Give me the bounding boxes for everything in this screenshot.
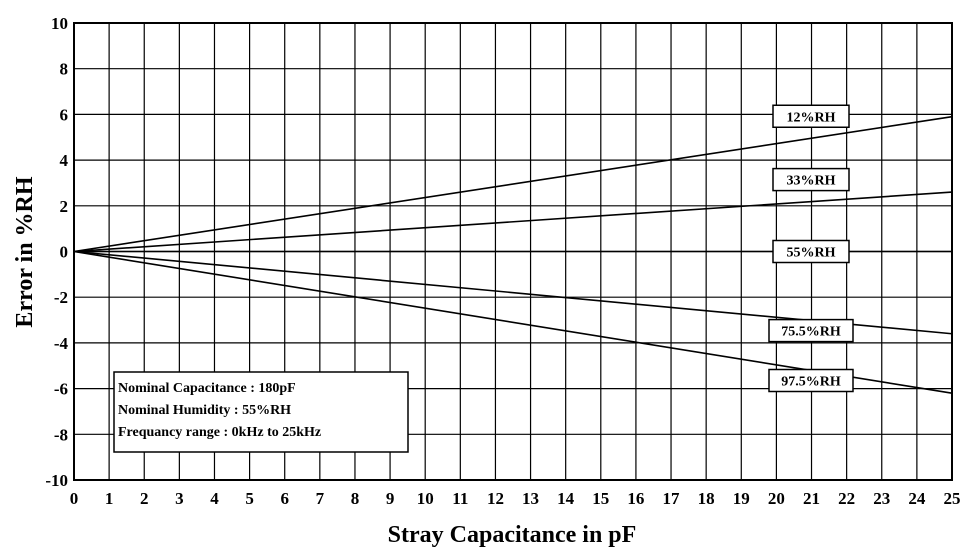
y-tick-label: 4 xyxy=(60,151,69,170)
x-tick-label: 8 xyxy=(351,489,360,508)
series-label-text: 33%RH xyxy=(787,174,836,189)
x-tick-label: 13 xyxy=(522,489,539,508)
x-tick-label: 16 xyxy=(627,489,644,508)
x-tick-label: 14 xyxy=(557,489,575,508)
series-label-text: 75.5%RH xyxy=(781,325,841,340)
series-label-box xyxy=(772,167,850,192)
x-tick-label: 11 xyxy=(452,489,468,508)
y-tick-label: -2 xyxy=(54,288,68,307)
x-tick-label: 2 xyxy=(140,489,149,508)
x-tick-label: 19 xyxy=(733,489,750,508)
annotation-line: Nominal Capacitance : 180pF xyxy=(118,381,296,396)
series-label: 55%RH xyxy=(772,239,850,264)
annotation-frame xyxy=(113,371,409,453)
y-tick-label: -6 xyxy=(54,380,68,399)
series-label-box xyxy=(768,368,854,393)
series-label: 97.5%RH xyxy=(768,368,854,393)
x-tick-label: 15 xyxy=(592,489,609,508)
series-label-text: 12%RH xyxy=(787,110,836,125)
x-tick-label: 23 xyxy=(873,489,890,508)
x-tick-label: 5 xyxy=(245,489,254,508)
series-label-box xyxy=(772,239,850,264)
series-label-text: 55%RH xyxy=(787,246,836,261)
series-label-text: 97.5%RH xyxy=(781,375,841,390)
x-tick-label: 6 xyxy=(280,489,289,508)
y-tick-label: -10 xyxy=(45,471,68,490)
x-tick-label: 1 xyxy=(105,489,114,508)
x-tick-label: 18 xyxy=(698,489,715,508)
x-tick-label: 20 xyxy=(768,489,785,508)
y-tick-label: 8 xyxy=(60,60,69,79)
y-tick-labels: -10 -8 -6 -4 -2 0 2 4 6 8 10 xyxy=(45,14,68,490)
y-tick-label: 2 xyxy=(60,197,69,216)
x-tick-label: 10 xyxy=(417,489,434,508)
x-tick-label: 17 xyxy=(663,489,681,508)
annotation-line: Nominal Humidity : 55%RH xyxy=(118,403,291,418)
annotation-line: Frequancy range : 0kHz to 25kHz xyxy=(118,425,321,440)
y-tick-label: 10 xyxy=(51,14,68,33)
series-line xyxy=(73,115,953,253)
x-tick-label: 0 xyxy=(70,489,79,508)
series-line xyxy=(73,191,953,253)
series-label-box xyxy=(772,104,850,129)
series-label-box xyxy=(768,318,854,343)
series-labels: 12%RH 33%RH 55%RH 75.5%RH 97.5%RH xyxy=(768,104,854,393)
x-tick-labels: 0 1 2 3 4 5 6 7 8 9 10 11 12 13 14 15 16 17 18 19 20 21 22 23 24… xyxy=(70,489,961,508)
y-tick-label: 6 xyxy=(60,105,69,124)
series-label: 75.5%RH xyxy=(768,318,854,343)
x-tick-label: 4 xyxy=(210,489,219,508)
x-tick-label: 9 xyxy=(386,489,395,508)
x-tick-label: 12 xyxy=(487,489,504,508)
series-label: 12%RH xyxy=(772,104,850,129)
x-tick-label: 7 xyxy=(316,489,325,508)
y-axis-title: Error in %RH xyxy=(12,176,38,327)
x-tick-label: 22 xyxy=(838,489,855,508)
x-tick-label: 21 xyxy=(803,489,820,508)
y-tick-label: -4 xyxy=(54,334,69,353)
x-tick-label: 24 xyxy=(908,489,926,508)
x-axis-title: Stray Capacitance in pF xyxy=(388,522,637,548)
y-tick-label: 0 xyxy=(60,243,69,262)
annotation-box: Nominal Capacitance : 180pF Nominal Humid… xyxy=(113,371,409,453)
y-tick-label: -8 xyxy=(54,425,68,444)
series-label: 33%RH xyxy=(772,167,850,192)
x-tick-label: 25 xyxy=(944,489,961,508)
x-tick-label: 3 xyxy=(175,489,184,508)
